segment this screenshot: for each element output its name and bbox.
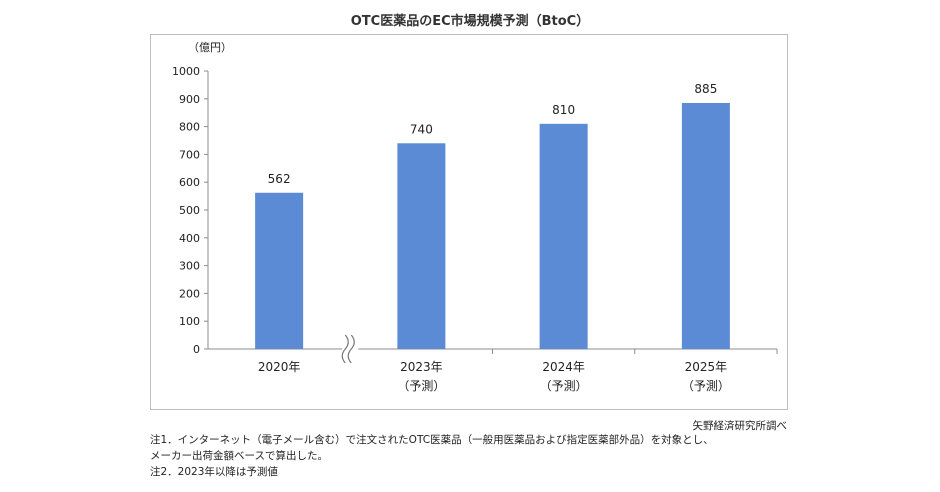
axis-break-mark [341, 333, 359, 365]
y-tick-label: 100 [179, 315, 200, 328]
x-tick-label: 2025年 [685, 360, 728, 374]
bar [397, 143, 446, 349]
footnote-line: 注2．2023年以降は予測値 [150, 466, 278, 478]
x-tick-sublabel: （予測） [540, 379, 588, 393]
bar [255, 192, 304, 349]
x-tick-label: 2020年 [258, 360, 301, 374]
axis-break-line [341, 334, 349, 364]
axis-break-line [347, 334, 355, 364]
data-label: 562 [268, 172, 291, 186]
bars: 562 740 810 885 [255, 82, 730, 349]
y-tick-label: 900 [179, 93, 200, 106]
y-tick-label: 800 [179, 121, 200, 134]
bar [681, 102, 730, 349]
x-tick-sublabel: （予測） [682, 379, 730, 393]
y-axis-unit-label: （億円） [188, 41, 232, 54]
x-tick-label: 2023年 [400, 360, 443, 374]
footnote-line: メーカー出荷金額ベースで算出した。 [150, 450, 328, 462]
source-credit: 矢野経済研究所調べ [692, 420, 788, 432]
y-tick-label: 300 [179, 260, 200, 273]
footnotes: 注1．インターネット（電子メール含む）で注文されたOTC医薬品（一般用医薬品およ… [150, 432, 714, 480]
y-tick-label: 1000 [172, 65, 200, 78]
footnote-line: 注1．インターネット（電子メール含む）で注文されたOTC医薬品（一般用医薬品およ… [150, 434, 714, 446]
data-label: 810 [552, 103, 575, 117]
x-tick-sublabel: （予測） [397, 379, 445, 393]
y-tick-label: 200 [179, 287, 200, 300]
data-label: 740 [410, 122, 433, 136]
data-label: 885 [694, 82, 717, 96]
y-tick-label: 400 [179, 232, 200, 245]
x-tick-label: 2024年 [542, 360, 585, 374]
chart-frame [150, 34, 788, 410]
chart-title: OTC医薬品のEC市場規模予測（BtoC） [350, 14, 590, 29]
axes: 0 100 200 300 400 500 600 700 800 900 1000 2020年 202… [172, 65, 778, 393]
bar [539, 123, 588, 349]
y-tick-label: 500 [179, 204, 200, 217]
y-tick-label: 600 [179, 176, 200, 189]
y-tick-label: 0 [193, 343, 200, 356]
y-tick-label: 700 [179, 148, 200, 161]
